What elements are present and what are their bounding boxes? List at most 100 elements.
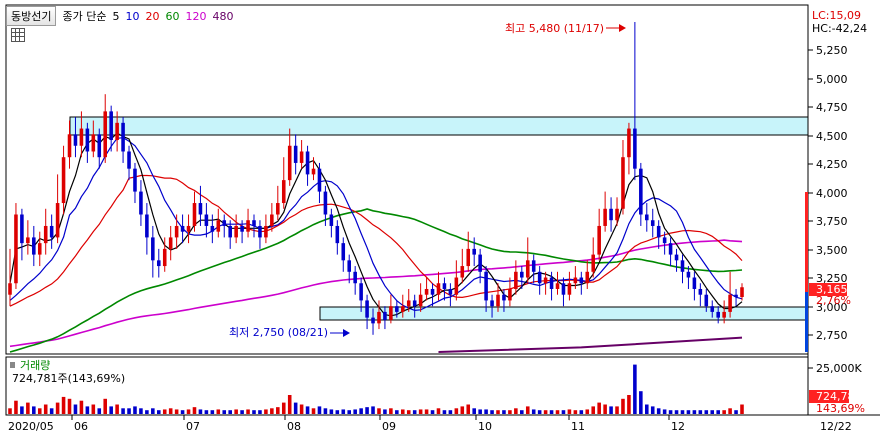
candle-body	[520, 271, 524, 278]
price-panel	[5, 4, 809, 355]
candle-body	[210, 225, 215, 232]
y-tick-5000: 5,000	[816, 73, 848, 86]
candle-body	[49, 225, 54, 238]
candle-body	[460, 266, 465, 278]
x-label-09: 09	[382, 420, 396, 433]
candle-body	[180, 225, 185, 232]
candle-body	[32, 237, 36, 255]
candle-body	[496, 294, 500, 307]
volume-bar	[121, 408, 125, 414]
indicator-button[interactable]: 동방선기	[6, 6, 57, 26]
volume-bar	[139, 408, 143, 414]
current-change-label: 2,76%	[816, 294, 851, 307]
volume-bar	[555, 410, 560, 414]
x-label-2020-05: 2020/05	[8, 420, 54, 433]
lc-label: LC:15,09	[812, 9, 861, 22]
volume-bar	[662, 409, 667, 414]
current-price-label: 3,165	[816, 283, 848, 296]
grid-toggle-icon[interactable]	[11, 28, 25, 42]
volume-bar	[293, 402, 298, 414]
volume-bar	[710, 410, 715, 414]
volume-bar	[8, 408, 12, 414]
volume-bar	[168, 408, 173, 414]
ma-period-10[interactable]: 10	[125, 9, 140, 23]
volume-bar	[644, 404, 649, 414]
volume-bar	[347, 410, 352, 414]
volume-bar	[424, 409, 429, 414]
candle-body	[633, 128, 637, 169]
candle-body	[531, 260, 536, 272]
ma60-line	[9, 208, 743, 353]
ma-period-120[interactable]: 120	[185, 9, 207, 23]
volume-bar	[502, 410, 506, 414]
volume-bar	[97, 408, 102, 414]
candle-body	[436, 283, 441, 295]
candle-body	[674, 254, 679, 261]
candle-body	[341, 243, 346, 261]
volume-bar	[609, 406, 613, 414]
volume-bar	[734, 410, 738, 414]
candle-body	[549, 277, 554, 289]
y-tick-4750: 4,750	[816, 101, 848, 114]
candle-body	[377, 311, 381, 324]
candle-body	[454, 277, 459, 295]
volume-bar	[621, 398, 625, 414]
volume-bar	[442, 410, 447, 414]
candle-body	[567, 283, 572, 295]
candle-body	[281, 180, 286, 204]
candle-body	[109, 111, 113, 141]
x-label-12: 12	[671, 420, 685, 433]
volume-bar	[400, 409, 405, 414]
candle-body	[145, 214, 149, 238]
ma-period-60[interactable]: 60	[165, 9, 180, 23]
ma-period-20[interactable]: 20	[145, 9, 160, 23]
x-label-06: 06	[74, 420, 88, 433]
moving-average-lines	[9, 132, 743, 353]
volume-bar	[567, 409, 572, 414]
candle-body	[14, 214, 18, 284]
low-annotation: 최저 2,750 (08/21)	[229, 326, 328, 339]
ma-period-480[interactable]: 480	[212, 9, 234, 23]
ma-period-5[interactable]: 5	[112, 9, 120, 23]
candle-body	[406, 300, 411, 307]
volume-bar	[472, 408, 476, 414]
volume-bar	[603, 404, 607, 414]
volume-bar	[722, 410, 726, 414]
volume-bar	[579, 410, 584, 414]
candle-body	[67, 134, 72, 158]
candle-body	[644, 214, 649, 221]
candle-body	[656, 225, 661, 238]
resistance-zone	[69, 116, 809, 136]
volume-bar	[192, 407, 197, 414]
candle-body	[597, 225, 601, 255]
volume-bar	[20, 406, 24, 414]
volume-bar	[311, 408, 316, 414]
y-tick-3750: 3,750	[816, 215, 848, 228]
volume-bar	[508, 410, 512, 414]
candle-body	[305, 151, 310, 175]
candle-body	[692, 277, 697, 289]
candle-body	[728, 294, 732, 312]
volume-bar	[156, 410, 161, 414]
candle-body	[174, 225, 179, 238]
volume-bar	[317, 406, 322, 414]
candle-body	[228, 225, 232, 238]
x-label-08: 08	[287, 420, 301, 433]
candle-body	[37, 243, 42, 255]
candle-body	[418, 294, 423, 307]
candle-body	[8, 283, 12, 295]
volume-bar	[305, 406, 310, 414]
candle-body	[61, 157, 66, 204]
candlestick-series	[8, 22, 744, 335]
high-arrow-head	[619, 24, 626, 32]
volume-bar	[466, 404, 471, 414]
volume-bar	[383, 409, 387, 414]
candle-body	[311, 168, 316, 175]
volume-bar	[162, 409, 167, 414]
volume-value: 724,781주(143,69%)	[12, 372, 125, 385]
x-axis-ticks	[71, 415, 670, 420]
current-price-box	[809, 283, 847, 296]
candle-body	[287, 145, 292, 181]
candle-body	[508, 288, 512, 301]
